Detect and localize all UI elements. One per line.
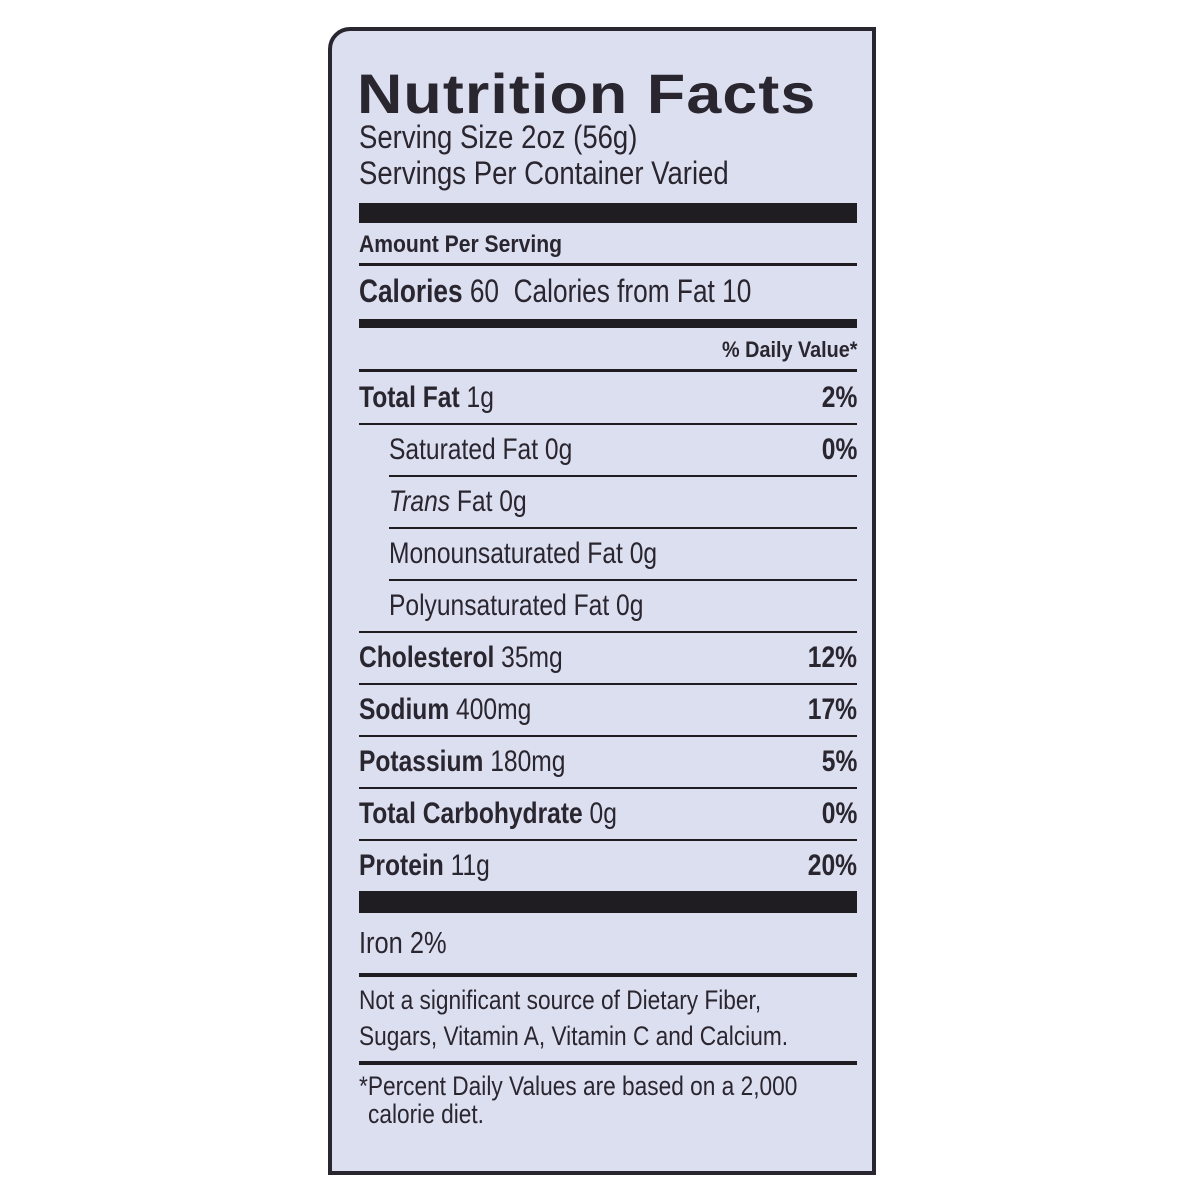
nutrient-label: Potassium <box>359 745 484 778</box>
nutrient-monounsaturated-fat: Monounsaturated Fat 0g <box>389 537 657 571</box>
not-significant-line-1: Not a significant source of Dietary Fibe… <box>359 985 762 1015</box>
divider <box>359 263 857 266</box>
nutrient-label: Protein <box>359 849 444 882</box>
nutrient-amount: 1g <box>466 381 494 414</box>
dv-saturated-fat: 0% <box>821 433 857 466</box>
nutrient-total-carbohydrate: Total Carbohydrate 0g <box>359 797 617 831</box>
nutrient-label: Total Carbohydrate <box>359 797 583 830</box>
footnote-line-1: *Percent Daily Values are based on a 2,0… <box>359 1071 798 1101</box>
nutrient-total-fat: Total Fat 1g <box>359 381 494 415</box>
nutrient-amount: 0g <box>616 589 644 622</box>
footnote-line-2: calorie diet. <box>368 1099 484 1129</box>
thick-divider <box>359 203 857 223</box>
nutrient-protein: Protein 11g <box>359 849 490 883</box>
nutrient-amount: 0g <box>499 485 527 518</box>
divider <box>389 527 857 529</box>
nutrient-label: Sodium <box>359 693 450 726</box>
nutrient-cholesterol: Cholesterol 35mg <box>359 641 563 675</box>
divider <box>389 475 857 477</box>
nutrient-amount: 400mg <box>456 693 532 726</box>
nutrient-label: Trans <box>389 485 451 518</box>
dv-potassium: 5% <box>821 745 857 778</box>
not-significant-line-2: Sugars, Vitamin A, Vitamin C and Calcium… <box>359 1021 789 1051</box>
label-title: Nutrition Facts <box>357 62 817 125</box>
dv-sodium: 17% <box>807 693 857 726</box>
calories-from-fat: Calories from Fat 10 <box>513 273 752 309</box>
nutrient-saturated-fat: Saturated Fat 0g <box>389 433 572 467</box>
divider <box>359 423 857 425</box>
vitamins-line: Iron 2% <box>359 925 447 960</box>
calories-value: 60 <box>469 273 500 309</box>
servings-per-container: Servings Per Container Varied <box>359 155 729 191</box>
nutrient-label: Polyunsaturated Fat <box>389 589 610 622</box>
dv-cholesterol: 12% <box>807 641 857 674</box>
divider <box>359 1061 857 1065</box>
dv-protein: 20% <box>807 849 857 882</box>
nutrient-label-suffix: Fat <box>456 485 493 518</box>
nutrient-potassium: Potassium 180mg <box>359 745 565 779</box>
nutrient-polyunsaturated-fat: Polyunsaturated Fat 0g <box>389 589 643 623</box>
nutrient-amount: 180mg <box>490 745 566 778</box>
thick-divider <box>359 891 857 913</box>
nutrient-label: Total Fat <box>359 381 460 414</box>
nutrient-label: Cholesterol <box>359 641 495 674</box>
divider <box>359 973 857 977</box>
divider <box>359 735 857 737</box>
serving-size: Serving Size 2oz (56g) <box>359 119 638 155</box>
medium-divider <box>359 319 857 328</box>
divider <box>359 839 857 841</box>
divider <box>359 683 857 685</box>
nutrient-sodium: Sodium 400mg <box>359 693 531 727</box>
calories-line: Calories 60 Calories from Fat 10 <box>359 273 751 310</box>
nutrient-amount: 0g <box>629 537 658 570</box>
calories-label: Calories <box>359 273 463 309</box>
nutrient-amount: 0g <box>544 433 573 466</box>
nutrient-amount: 0g <box>589 797 617 830</box>
daily-value-header: % Daily Value* <box>721 337 857 362</box>
divider <box>359 787 857 789</box>
divider <box>359 631 857 633</box>
nutrient-amount: 11g <box>450 849 490 882</box>
nutrition-facts-label: Nutrition Facts Serving Size 2oz (56g) S… <box>328 27 876 1175</box>
divider <box>359 369 857 372</box>
nutrient-amount: 35mg <box>501 641 563 674</box>
nutrient-label: Saturated Fat <box>389 433 539 466</box>
nutrient-trans-fat: Trans Fat 0g <box>389 485 527 519</box>
nutrient-label: Monounsaturated Fat <box>389 537 623 570</box>
divider <box>389 579 857 581</box>
dv-total-carbohydrate: 0% <box>821 797 857 830</box>
amount-per-serving: Amount Per Serving <box>359 231 563 258</box>
dv-total-fat: 2% <box>821 381 857 414</box>
